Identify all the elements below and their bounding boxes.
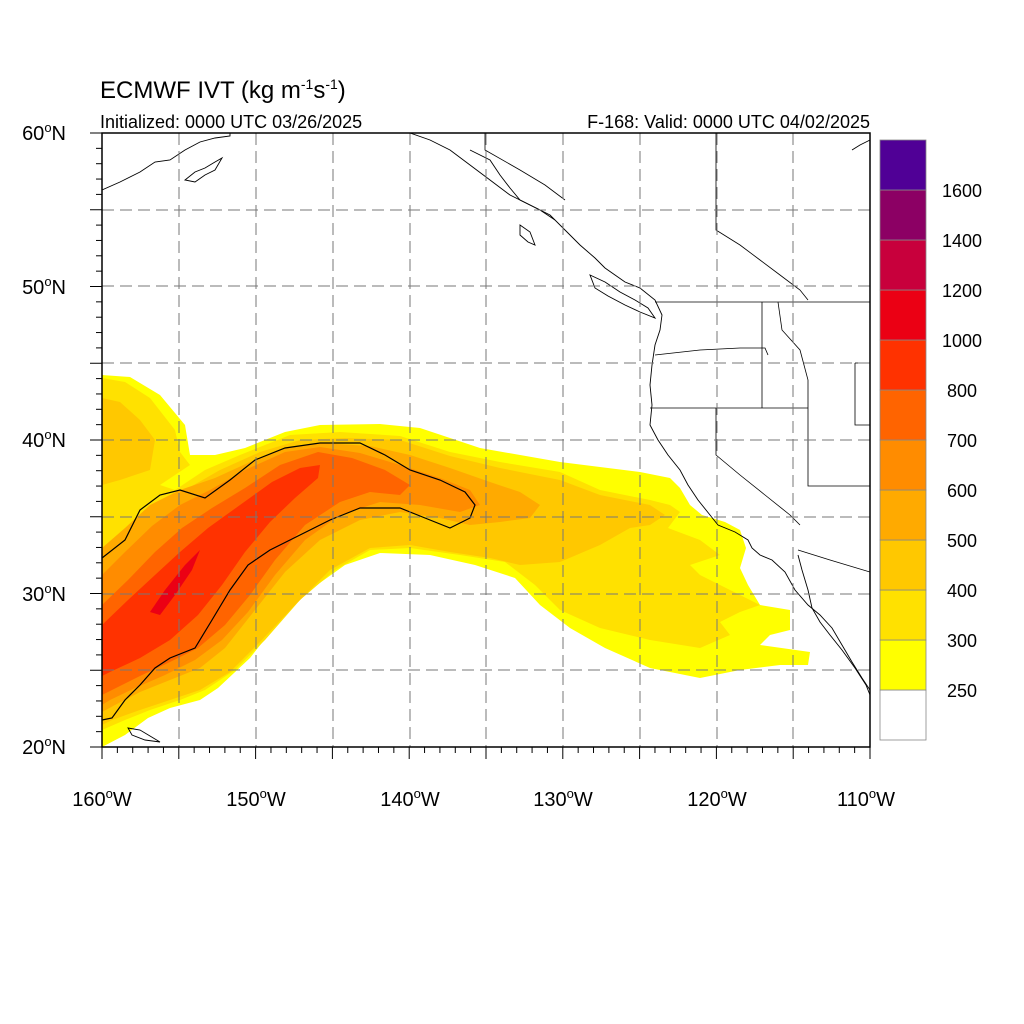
colorbar-box bbox=[879, 139, 927, 191]
colorbar-boxes bbox=[879, 139, 927, 741]
colorbar-box bbox=[879, 289, 927, 341]
valid-time-label: F-168: Valid: 0000 UTC 04/02/2025 bbox=[587, 112, 870, 132]
idaho-east-border bbox=[777, 301, 809, 408]
nevada-utah-border bbox=[807, 408, 870, 487]
colorbar-box bbox=[879, 189, 927, 241]
lon-label-150: 150oW bbox=[226, 786, 286, 811]
colorbar-label-600: 600 bbox=[947, 481, 977, 501]
lat-label-60: 60oN bbox=[22, 120, 66, 145]
colorbar-label-1400: 1400 bbox=[942, 231, 982, 251]
lon-label-160: 160oW bbox=[72, 786, 132, 811]
latitude-labels: 60oN 50oN 40oN 30oN 20oN bbox=[22, 120, 66, 759]
haida-gwaii bbox=[519, 224, 536, 246]
colorbar-box bbox=[879, 639, 927, 691]
utah-border bbox=[854, 363, 870, 426]
lon-label-130: 130oW bbox=[533, 786, 593, 811]
lat-label-50: 50oN bbox=[22, 274, 66, 299]
colorbar-label-400: 400 bbox=[947, 581, 977, 601]
hawaii-islands bbox=[127, 727, 161, 743]
colorbar-box bbox=[879, 339, 927, 391]
axis-tick-marks bbox=[90, 132, 871, 759]
lon-label-140: 140oW bbox=[380, 786, 440, 811]
alaska-coastline bbox=[102, 133, 231, 191]
colorbar-box bbox=[879, 589, 927, 641]
kodiak-island bbox=[183, 156, 224, 183]
northeast-coast bbox=[851, 139, 870, 151]
colorbar-label-1200: 1200 bbox=[942, 281, 982, 301]
init-time-label: Initialized: 0000 UTC 03/26/2025 bbox=[100, 112, 362, 132]
baja-peninsula bbox=[797, 554, 870, 696]
chart-title: ECMWF IVT (kg m-1s-1) bbox=[100, 76, 346, 104]
colorbar-label-800: 800 bbox=[947, 381, 977, 401]
colorbar-box bbox=[879, 489, 927, 541]
colorbar-box bbox=[879, 439, 927, 491]
mexico-interior-border bbox=[715, 133, 809, 301]
colorbar-label-1000: 1000 bbox=[942, 331, 982, 351]
lon-label-110: 110oW bbox=[837, 786, 895, 811]
lon-label-120: 120oW bbox=[687, 786, 747, 811]
colorbar-label-250: 250 bbox=[947, 681, 977, 701]
colorbar-box bbox=[879, 389, 927, 441]
longitude-labels: 160oW 150oW 140oW 130oW 120oW 110oW bbox=[72, 786, 895, 811]
colorbar-label-1600: 1600 bbox=[942, 181, 982, 201]
vancouver-island bbox=[589, 274, 657, 319]
lat-label-40: 40oN bbox=[22, 427, 66, 452]
map-plot-area bbox=[102, 133, 870, 747]
washington-oregon-border bbox=[654, 347, 769, 356]
ivt-shade-800 bbox=[102, 465, 320, 676]
alaska-canada-border bbox=[484, 133, 566, 201]
ivt-shading bbox=[102, 375, 810, 747]
colorbar-labels: 250 300 400 500 600 700 800 1000 1200 14… bbox=[942, 181, 982, 701]
colorbar-box bbox=[879, 239, 927, 291]
ivt-contour-line bbox=[102, 442, 476, 721]
lat-label-20: 20oN bbox=[22, 734, 66, 759]
colorbar-box bbox=[879, 539, 927, 591]
lat-label-30: 30oN bbox=[22, 581, 66, 606]
ivt-shade-1000 bbox=[150, 550, 200, 615]
us-mexico-border bbox=[797, 549, 870, 573]
colorbar: 250 300 400 500 600 700 800 1000 1200 14… bbox=[879, 139, 982, 741]
colorbar-label-700: 700 bbox=[947, 431, 977, 451]
colorbar-box bbox=[879, 689, 927, 741]
colorbar-label-500: 500 bbox=[947, 531, 977, 551]
colorbar-label-300: 300 bbox=[947, 631, 977, 651]
lat-lon-grid bbox=[102, 133, 870, 747]
